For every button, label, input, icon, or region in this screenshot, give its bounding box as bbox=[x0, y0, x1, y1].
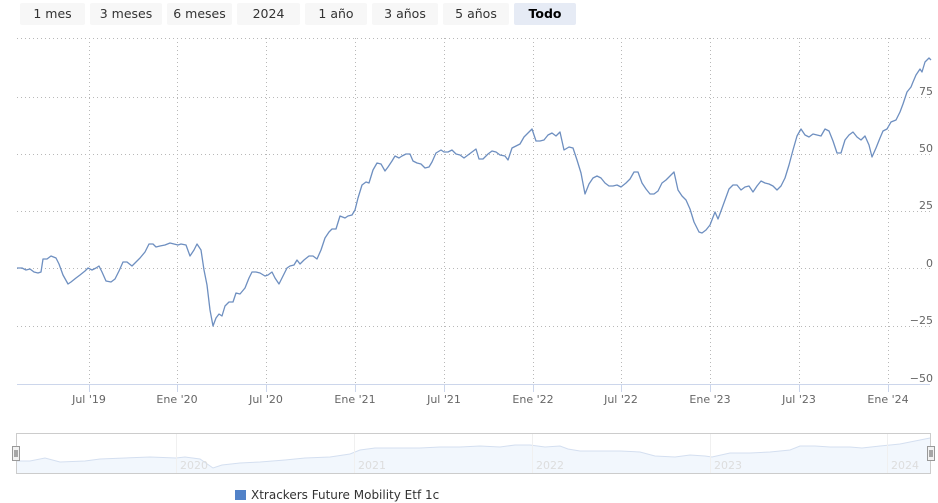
x-axis-labels: Jul '19 Ene '20 Jul '20 Ene '21 Jul '21 Ene '… bbox=[71, 393, 909, 406]
range-selector: 1 mes 3 meses 6 meses 2024 1 año 3 años 5 años… bbox=[20, 3, 576, 25]
range-button-todo[interactable]: Todo bbox=[514, 3, 576, 25]
x-axis-ticks bbox=[89, 384, 889, 392]
range-button-2024[interactable]: 2024 bbox=[237, 3, 300, 25]
x-tick-label: Jul '21 bbox=[426, 393, 461, 406]
legend-label: Xtrackers Future Mobility Etf 1c bbox=[251, 488, 440, 502]
navigator: 2020 2021 2022 2023 2024 bbox=[16, 433, 931, 474]
y-tick-label: −50 bbox=[910, 372, 933, 385]
navigator-area bbox=[17, 438, 930, 473]
legend-swatch bbox=[235, 490, 246, 500]
range-button-6-meses[interactable]: 6 meses bbox=[167, 3, 232, 25]
navigator-year-label: 2021 bbox=[358, 459, 386, 472]
x-tick-label: Jul '22 bbox=[603, 393, 638, 406]
y-tick-label: 75 bbox=[919, 85, 933, 98]
x-tick-label: Jul '23 bbox=[781, 393, 816, 406]
y-tick-label: 50 bbox=[919, 142, 933, 155]
range-button-1-mes[interactable]: 1 mes bbox=[20, 3, 85, 25]
x-tick-label: Ene '22 bbox=[512, 393, 553, 406]
legend-item[interactable]: Xtrackers Future Mobility Etf 1c bbox=[235, 488, 439, 502]
y-axis-labels: −50 −25 0 25 50 75 bbox=[910, 85, 933, 385]
range-button-3-meses[interactable]: 3 meses bbox=[90, 3, 162, 25]
navigator-right-handle[interactable] bbox=[927, 446, 935, 461]
x-tick-label: Ene '20 bbox=[156, 393, 197, 406]
x-tick-label: Ene '23 bbox=[689, 393, 730, 406]
y-tick-label: 0 bbox=[926, 257, 933, 270]
x-tick-label: Ene '24 bbox=[867, 393, 908, 406]
grid-vertical bbox=[89, 38, 889, 384]
navigator-line bbox=[17, 437, 931, 469]
navigator-year-label: 2022 bbox=[536, 459, 564, 472]
x-tick-label: Jul '20 bbox=[248, 393, 283, 406]
range-button-5-anos[interactable]: 5 años bbox=[443, 3, 509, 25]
y-tick-label: 25 bbox=[919, 199, 933, 212]
navigator-year-label: 2024 bbox=[891, 459, 919, 472]
range-button-3-anos[interactable]: 3 años bbox=[372, 3, 438, 25]
range-button-1-ano[interactable]: 1 año bbox=[305, 3, 367, 25]
x-tick-label: Jul '19 bbox=[71, 393, 106, 406]
navigator-left-handle[interactable] bbox=[12, 446, 20, 461]
navigator-year-label: 2020 bbox=[180, 459, 208, 472]
y-tick-label: −25 bbox=[910, 314, 933, 327]
series-line[interactable] bbox=[17, 57, 932, 327]
navigator-year-label: 2023 bbox=[714, 459, 742, 472]
x-tick-label: Ene '21 bbox=[334, 393, 375, 406]
grid-horizontal bbox=[17, 38, 930, 327]
